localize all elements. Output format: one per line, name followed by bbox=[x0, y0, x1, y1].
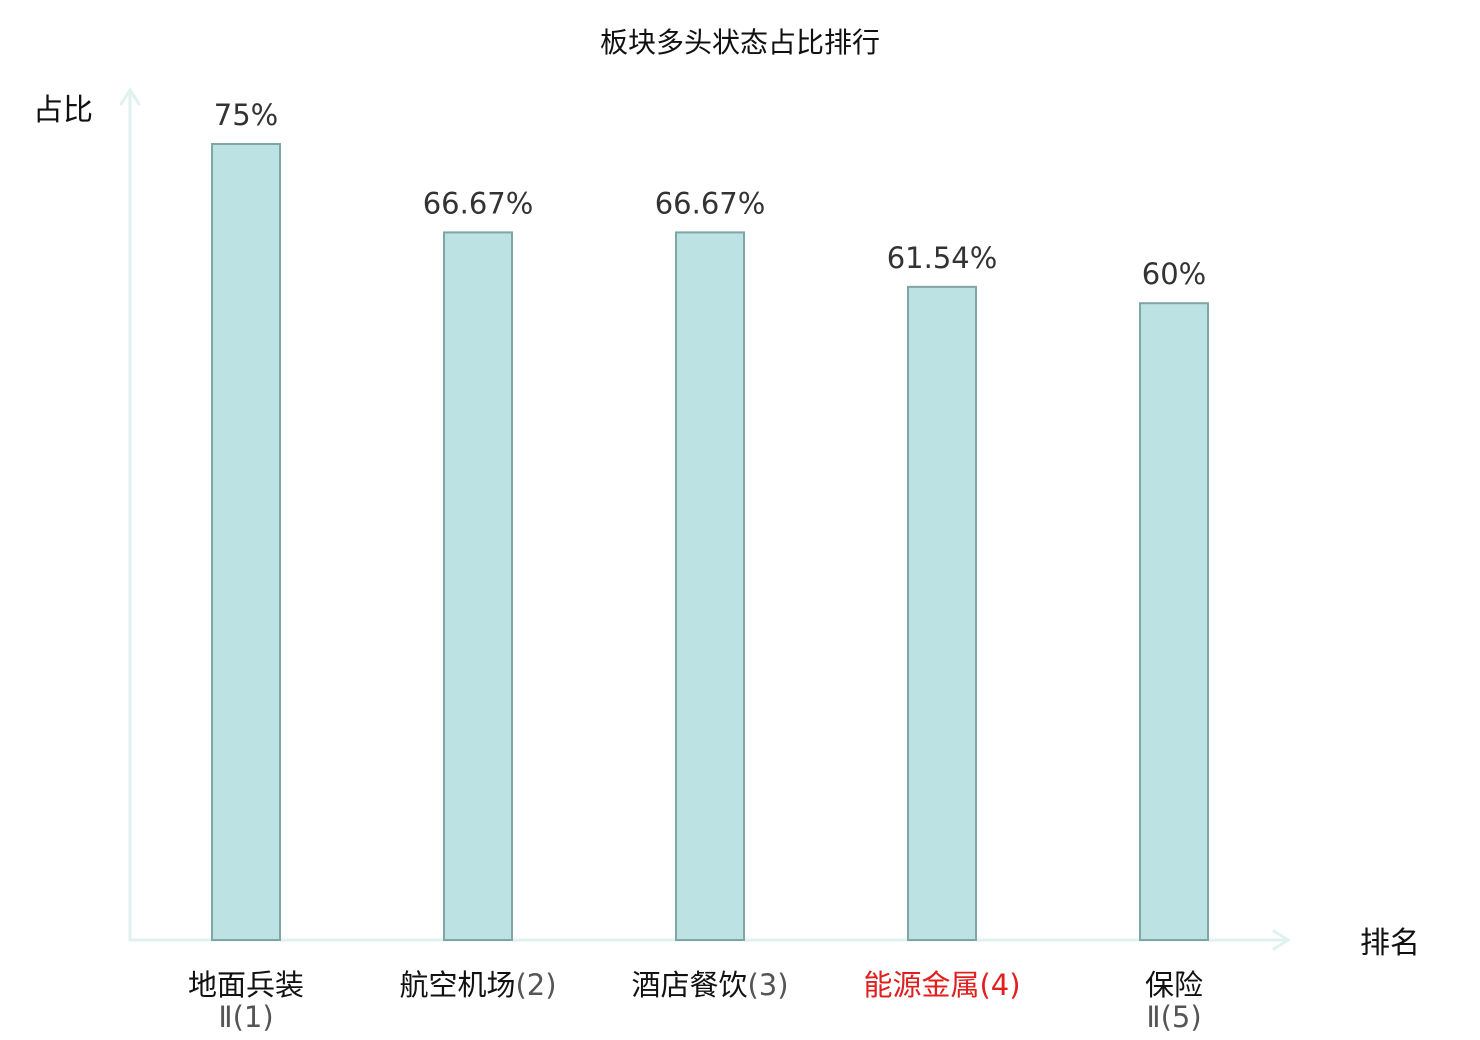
y-axis-label: 占比 bbox=[33, 93, 93, 128]
category-label: 能源金属(4) bbox=[863, 968, 1020, 1002]
x-axis-arrow-icon bbox=[1272, 929, 1291, 951]
y-axis-arrow-icon bbox=[119, 87, 141, 106]
value-label: 75% bbox=[214, 98, 278, 132]
x-axis-label: 排名 bbox=[1360, 926, 1420, 961]
bar bbox=[675, 231, 745, 942]
category-label: 酒店餐饮(3) bbox=[631, 968, 788, 1002]
bar bbox=[443, 231, 513, 942]
category-label: 航空机场(2) bbox=[399, 968, 556, 1002]
bar bbox=[1139, 302, 1209, 941]
value-label: 66.67% bbox=[655, 186, 766, 220]
value-label: 66.67% bbox=[423, 186, 534, 220]
value-label: 61.54% bbox=[887, 241, 998, 275]
category-label: 保险 Ⅱ(5) bbox=[1145, 968, 1203, 1034]
value-label: 60% bbox=[1142, 257, 1206, 291]
chart-title: 板块多头状态占比排行 bbox=[600, 26, 880, 59]
bar bbox=[907, 285, 977, 941]
value-labels: 75% 66.67% 66.67% 61.54% 60% bbox=[214, 98, 1206, 291]
category-label: 地面兵装 Ⅱ(1) bbox=[188, 968, 304, 1034]
category-labels: 地面兵装 Ⅱ(1) 航空机场(2) 酒店餐饮(3) 能源金属(4) 保险 Ⅱ(5) bbox=[188, 968, 1203, 1034]
bars bbox=[211, 143, 1209, 942]
bar bbox=[211, 143, 281, 941]
